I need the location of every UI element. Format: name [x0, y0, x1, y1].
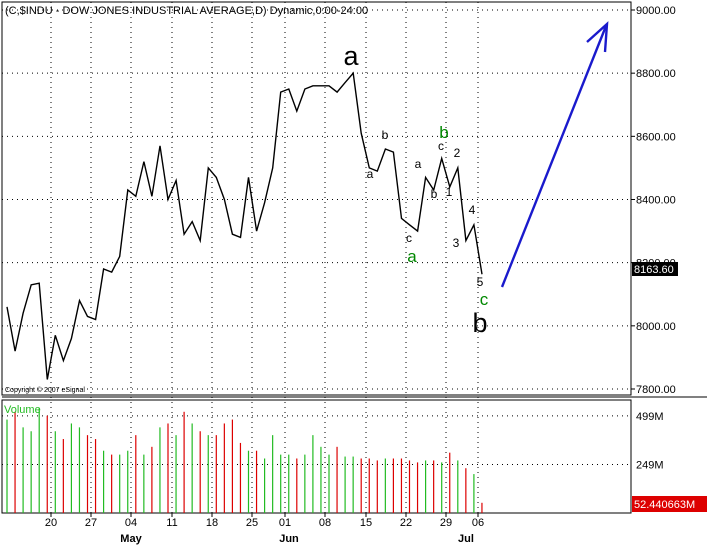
last-price-label: 8163.60 [634, 264, 674, 276]
volume-axis: 249M 499M [636, 411, 664, 472]
time-tick-label: 01 [279, 517, 291, 529]
last-volume-label: 52.440663M [634, 499, 695, 511]
price-tick-label: 8400.00 [636, 195, 676, 207]
price-tick-label: 9000.00 [636, 5, 676, 17]
wave-label: b [382, 128, 389, 142]
time-tick-label: 18 [206, 517, 218, 529]
time-tick-label: 06 [472, 517, 484, 529]
grid [2, 2, 631, 513]
wave-label: 5 [477, 275, 484, 289]
time-tick-label: 20 [45, 517, 57, 529]
month-label: May [120, 533, 142, 545]
copyright-text: Copyright © 2007 eSignal [5, 386, 85, 394]
wave-label: 3 [453, 236, 460, 250]
volume-tick-label: 249M [636, 460, 664, 472]
price-tick-label: 8600.00 [636, 131, 676, 143]
last-volume-flag [632, 496, 707, 512]
wave-label: b [439, 123, 448, 142]
time-tick-label: 08 [319, 517, 331, 529]
time-tick-label: 27 [85, 517, 97, 529]
month-label: Jun [279, 533, 299, 545]
wave-label: c [480, 290, 489, 309]
volume-pane-title: Volume [4, 404, 41, 416]
wave-label: 1 [446, 185, 453, 199]
volume-pane-frame [1, 399, 632, 514]
wave-label: a [415, 157, 422, 171]
price-tick-label: 7800.00 [636, 384, 676, 396]
wave-label: c [438, 139, 444, 153]
wave-label: 4 [469, 203, 476, 217]
last-price-flag [632, 262, 678, 276]
wave-label: 2 [454, 146, 461, 160]
volume-tick-label: 499M [636, 411, 664, 423]
price-tick-label: 8800.00 [636, 68, 676, 80]
wave-label: b [472, 308, 487, 338]
time-axis: 20 27 04 11 18 25 01 08 15 22 29 06 May Jun Jul [45, 513, 484, 545]
time-tick-label: 25 [246, 517, 258, 529]
wave-label: a [367, 167, 374, 181]
wave-label: b [431, 187, 438, 201]
volume-series [6, 407, 483, 513]
time-tick-label: 22 [400, 517, 412, 529]
projection-arrow-head [586, 21, 609, 53]
time-tick-label: 11 [166, 517, 177, 529]
wave-label: c [406, 231, 412, 245]
wave-label: a [407, 247, 417, 266]
chart-title: (C,$INDU - DOW JONES INDUSTRIAL AVERAGE,… [5, 5, 368, 17]
price-series [6, 71, 483, 380]
time-tick-label: 04 [125, 517, 137, 529]
time-tick-label: 15 [360, 517, 372, 529]
time-tick-label: 29 [440, 517, 452, 529]
price-tick-label: 8000.00 [636, 321, 676, 333]
wave-label: a [343, 41, 359, 71]
price-axis: 7800.008000.008200.008400.008600.008800.… [631, 5, 676, 396]
projection-arrow-shaft [500, 25, 608, 288]
price-line [6, 71, 483, 380]
month-label: Jul [458, 533, 474, 545]
price-pane-frame [1, 1, 632, 396]
